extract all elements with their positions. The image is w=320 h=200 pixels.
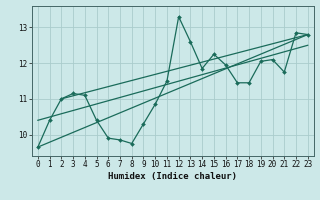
X-axis label: Humidex (Indice chaleur): Humidex (Indice chaleur) [108,172,237,181]
